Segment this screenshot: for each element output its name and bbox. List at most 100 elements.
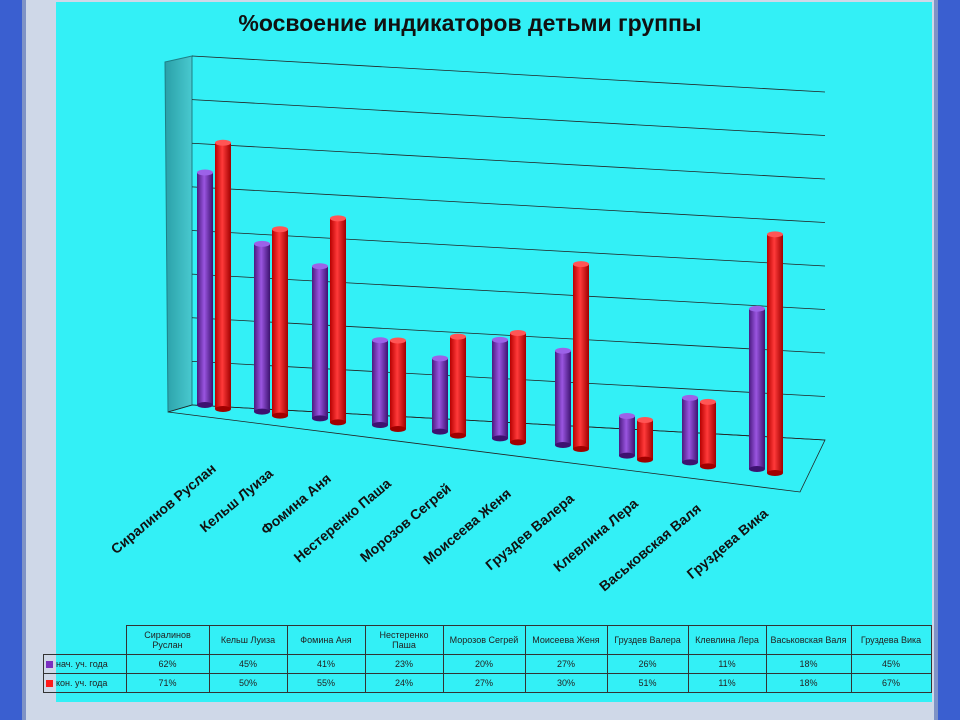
data-table-series-label: кон. уч. года [43,673,127,693]
bar [492,339,508,439]
data-table-cell: 23% [364,654,444,674]
bar [450,336,466,436]
data-table-cell: 67% [850,673,932,693]
bar [682,397,698,463]
bar [372,340,388,425]
bar-top [197,169,213,176]
bar [749,308,765,469]
data-table-cell: 51% [606,673,689,693]
data-table-header-cell: Груздев Валера [606,625,689,655]
bar-base [254,408,270,415]
gridline [191,99,826,136]
bar-top [510,329,526,336]
series-name: кон. уч. года [56,678,108,688]
data-table-header-cell: Морозов Сегрей [442,625,526,655]
bar-base [272,412,288,419]
data-table-row: кон. уч. года 71% 50% 55% 24% 27% 30% 51% 11% 18%… [43,673,932,693]
chart-side-wall [164,55,193,413]
bar-top [619,413,635,420]
bar-top [637,417,653,424]
bar-base [637,456,653,463]
legend-swatch [46,661,53,669]
bar [330,218,346,423]
bar [555,350,571,445]
bar-top [330,215,346,222]
bar-top [432,355,448,362]
data-table-corner [44,626,127,655]
data-table-cell: 62% [125,654,210,674]
data-table-series-label: нач. уч. года [43,654,127,674]
bar [432,358,448,432]
bar [272,229,288,416]
bar [312,266,328,419]
data-table-header-cell: Фомина Аня [286,625,366,655]
bar-top [254,240,270,247]
data-table-cell: 18% [765,673,852,693]
bar-base [573,446,589,452]
bar-top [492,336,508,343]
data-table-cell: 30% [524,673,608,693]
data-table-cell: 11% [687,654,767,674]
data-table-cell: 11% [687,673,767,693]
bar-top [749,305,765,312]
data-table-header-cell: Груздева Вика [850,625,932,655]
bar-base [619,452,635,459]
bar-base [700,463,716,470]
bar-base [492,435,508,442]
chart-floor [167,404,826,493]
data-table-cell: 55% [286,673,366,693]
data-table-cell: 50% [208,673,288,693]
gridline [191,142,826,180]
data-table-cell: 45% [208,654,288,674]
bar-base [450,432,466,439]
bar-base [432,428,448,435]
data-table-cell: 41% [286,654,366,674]
bar [215,142,231,409]
data-table-cell: 71% [125,673,210,693]
data-table-cell: 27% [442,673,526,693]
data-table-header-cell: Нестеренко Паша [364,625,444,655]
bar-base [312,415,328,422]
data-table-header-cell: Кельш Луиза [208,625,288,655]
bar-top [372,337,388,344]
bar-top [312,263,328,270]
data-table-header-cell: Сиралинов Руслан [125,625,210,655]
bar-base [197,402,213,408]
bar-top [272,226,288,233]
bar-top [700,398,716,405]
data-table-cell: 24% [364,673,444,693]
bar [573,264,589,449]
bar-top [555,347,571,354]
bar-base [215,406,231,412]
bar [619,416,635,456]
category-label: Сиралинов Руслан [108,460,219,557]
series-name: нач. уч. года [56,659,108,669]
data-table: Сиралинов Руслан Кельш Луиза Фомина Аня Нес… [43,625,932,693]
bar [767,234,783,473]
gridline [191,273,826,310]
data-table-row: нач. уч. года 62% 45% 41% 23% 20% 27% 26% 11% 18%… [43,654,932,674]
data-table-cell: 20% [442,654,526,674]
legend-swatch [46,680,53,688]
bar-base [330,419,346,426]
bar [510,332,526,443]
bar-top [573,261,589,268]
bar-top [682,394,698,401]
data-table-cell: 27% [524,654,608,674]
bar-base [682,459,698,466]
bar-top [450,333,466,340]
data-table-header-cell: Васьковская Валя [765,625,852,655]
gridline [191,360,826,397]
bar-base [767,470,783,476]
data-table-header-cell: Моисеева Женя [524,625,608,655]
bar [700,401,716,467]
bar [197,172,213,405]
gridline [191,55,826,93]
gridline [191,186,826,223]
gridline [191,230,826,267]
data-table-cell: 26% [606,654,689,674]
bar [254,243,270,412]
data-table-header-row: Сиралинов Руслан Кельш Луиза Фомина Аня Нес… [44,625,932,655]
bar-base [749,466,765,472]
